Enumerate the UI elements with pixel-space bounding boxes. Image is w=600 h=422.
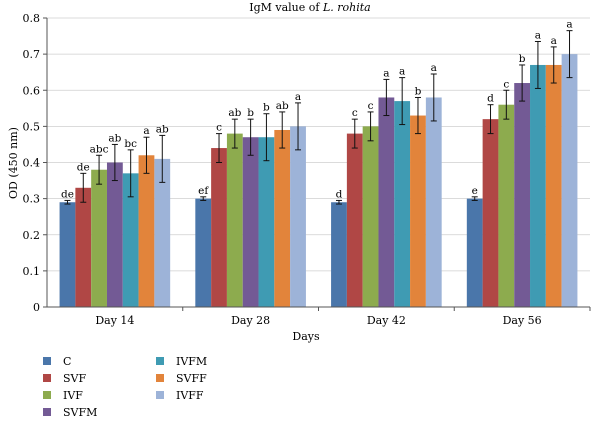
bar-ivf-day-14	[91, 169, 107, 307]
bar-ivff-day-28	[290, 126, 306, 307]
significance-letter: d	[336, 188, 343, 200]
significance-letter: b	[415, 85, 422, 97]
significance-letter: de	[61, 188, 74, 200]
significance-letter: ef	[198, 185, 209, 197]
legend-swatch-ivff	[156, 391, 164, 399]
significance-letter: b	[519, 53, 526, 65]
bar-svf-day-14	[75, 187, 92, 307]
y-tick-label: 0	[33, 301, 40, 314]
legend-swatch-ivfm	[156, 357, 164, 365]
y-tick-label: 0.6	[23, 84, 41, 97]
bar-svf-day-56	[482, 119, 499, 308]
significance-letter: a	[399, 66, 405, 78]
bar-c-day-28	[195, 198, 212, 307]
significance-letter: a	[566, 19, 572, 31]
x-axis-label: Days	[292, 330, 320, 343]
legend-label-svff: SVFF	[176, 372, 207, 385]
bar-c-day-56	[466, 198, 483, 307]
significance-letter: c	[368, 100, 374, 112]
legend-swatch-svf	[43, 374, 51, 382]
bar-svfm-day-14	[106, 162, 123, 307]
bar-ivf-day-42	[362, 126, 379, 307]
significance-letter: e	[472, 185, 478, 197]
significance-letter: a	[535, 29, 541, 41]
x-tick-label: Day 14	[95, 314, 134, 327]
significance-letter: a	[551, 35, 557, 47]
significance-letter: ab	[276, 100, 289, 112]
x-tick-label: Day 42	[367, 314, 406, 327]
bar-svff-day-56	[545, 64, 562, 308]
x-tick-label: Day 56	[503, 314, 542, 327]
significance-letter: a	[431, 62, 437, 74]
significance-letter: abc	[90, 143, 109, 155]
significance-letter: b	[247, 107, 254, 119]
bar-svfm-day-56	[514, 83, 531, 308]
y-axis-ticks: 0 0.1 0.2 0.3 0.4 0.5 0.6 0.7 0.8	[23, 12, 47, 314]
bar-svf-day-28	[211, 148, 227, 307]
significance-letter: ab	[156, 123, 169, 135]
legend-swatch-ivf	[43, 391, 51, 399]
y-tick-label: 0.1	[23, 265, 41, 278]
significance-letter: c	[352, 107, 358, 119]
bar-svff-day-42	[410, 115, 426, 307]
y-tick-label: 0.3	[23, 193, 41, 206]
significance-letter: de	[77, 161, 90, 173]
y-tick-label: 0.5	[23, 120, 41, 133]
y-tick-label: 0.2	[23, 229, 41, 242]
bar-svf-day-42	[346, 133, 363, 307]
x-axis-ticks: Day 14 Day 28 Day 42 Day 56	[95, 307, 591, 327]
significance-letter: ab	[108, 132, 121, 144]
legend-label-ivf: IVF	[63, 389, 83, 402]
legend-swatch-svfm	[43, 408, 51, 416]
significance-letter: c	[216, 122, 222, 134]
legend: C SVF IVF SVFM IVFM SVFF IVFF	[43, 355, 207, 419]
legend-label-c: C	[63, 355, 71, 368]
legend-label-ivfm: IVFM	[176, 355, 207, 368]
significance-letter: c	[503, 78, 509, 90]
bar-svff-day-28	[274, 129, 291, 307]
y-tick-label: 0.8	[23, 12, 41, 25]
chart-title-italic: L. rohita	[322, 1, 371, 14]
significance-letter: a	[383, 67, 389, 79]
bar-ivfm-day-14	[122, 173, 139, 307]
significance-letter: bc	[124, 138, 137, 150]
legend-label-ivff: IVFF	[176, 389, 204, 402]
significance-letter: a	[143, 125, 149, 137]
y-tick-label: 0.4	[23, 157, 41, 170]
bar-ivff-day-14	[154, 158, 171, 307]
bar-svfm-day-28	[242, 137, 259, 307]
chart-title: IgM value of L. rohita	[249, 1, 370, 14]
bar-ivfm-day-28	[258, 137, 275, 307]
legend-label-svf: SVF	[63, 372, 86, 385]
significance-letter: a	[295, 91, 301, 103]
y-tick-label: 0.7	[23, 48, 41, 61]
y-axis-label: OD (450 nm)	[7, 127, 20, 199]
x-tick-label: Day 28	[231, 314, 270, 327]
bar-ivf-day-28	[226, 133, 243, 307]
bar-c-day-42	[331, 202, 347, 307]
bar-ivf-day-56	[498, 104, 515, 307]
significance-letter: b	[263, 102, 270, 114]
legend-swatch-svff	[156, 374, 164, 382]
significance-letter: ab	[228, 107, 241, 119]
bar-svfm-day-42	[378, 97, 395, 307]
legend-swatch-c	[43, 357, 51, 365]
bar-ivfm-day-42	[394, 101, 411, 308]
bar-ivff-day-42	[425, 97, 442, 307]
legend-label-svfm: SVFM	[63, 406, 97, 419]
bar-c-day-14	[59, 202, 76, 307]
bar-ivfm-day-56	[530, 64, 546, 308]
chart-title-main: IgM value of	[249, 1, 323, 14]
bar-svff-day-14	[138, 155, 155, 307]
significance-letter: d	[487, 93, 494, 105]
bar-ivff-day-56	[561, 54, 578, 307]
